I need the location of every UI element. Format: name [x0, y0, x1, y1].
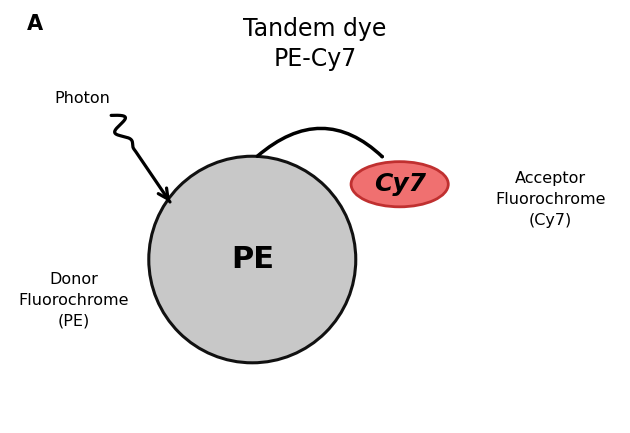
FancyArrowPatch shape — [257, 128, 382, 157]
Text: Photon: Photon — [55, 90, 111, 106]
Text: Acceptor
Fluorochrome
(Cy7): Acceptor Fluorochrome (Cy7) — [495, 171, 605, 228]
Ellipse shape — [149, 156, 356, 363]
Text: A: A — [26, 14, 43, 34]
Text: Cy7: Cy7 — [374, 172, 426, 196]
Text: PE-Cy7: PE-Cy7 — [273, 48, 357, 71]
Text: Donor
Fluorochrome
(PE): Donor Fluorochrome (PE) — [18, 272, 129, 329]
Text: Tandem dye: Tandem dye — [243, 17, 387, 42]
Ellipse shape — [351, 162, 449, 207]
Text: PE: PE — [231, 245, 274, 274]
